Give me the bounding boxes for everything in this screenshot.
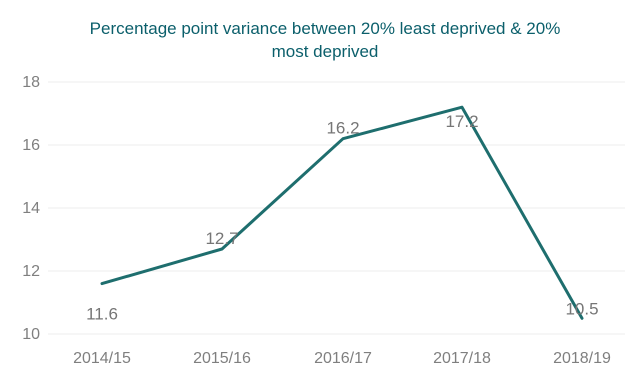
data-label: 12.7 bbox=[205, 229, 238, 248]
x-tick-label: 2017/18 bbox=[433, 350, 491, 367]
x-tick-label: 2018/19 bbox=[553, 350, 611, 367]
data-label: 10.5 bbox=[565, 299, 598, 318]
x-tick-label: 2016/17 bbox=[314, 350, 372, 367]
y-axis: 10 12 14 16 18 bbox=[22, 74, 40, 343]
series-layer bbox=[100, 105, 584, 320]
x-tick-label: 2014/15 bbox=[73, 350, 131, 367]
data-label: 17.2 bbox=[445, 112, 478, 131]
chart-title-line-1: Percentage point variance between 20% le… bbox=[90, 19, 561, 38]
y-tick-label: 16 bbox=[22, 137, 40, 154]
data-label: 16.2 bbox=[326, 119, 359, 138]
series-line bbox=[100, 105, 584, 320]
x-tick-label: 2015/16 bbox=[193, 350, 251, 367]
y-tick-label: 10 bbox=[22, 326, 40, 343]
data-labels: 11.6 12.7 16.2 17.2 10.5 bbox=[86, 112, 598, 323]
y-tick-label: 14 bbox=[22, 200, 40, 217]
chart-title-line-2: most deprived bbox=[272, 42, 379, 61]
x-axis: 2014/15 2015/16 2016/17 2017/18 2018/19 bbox=[73, 350, 611, 367]
y-tick-label: 18 bbox=[22, 74, 40, 91]
data-label: 11.6 bbox=[86, 305, 118, 324]
y-tick-label: 12 bbox=[22, 263, 40, 280]
